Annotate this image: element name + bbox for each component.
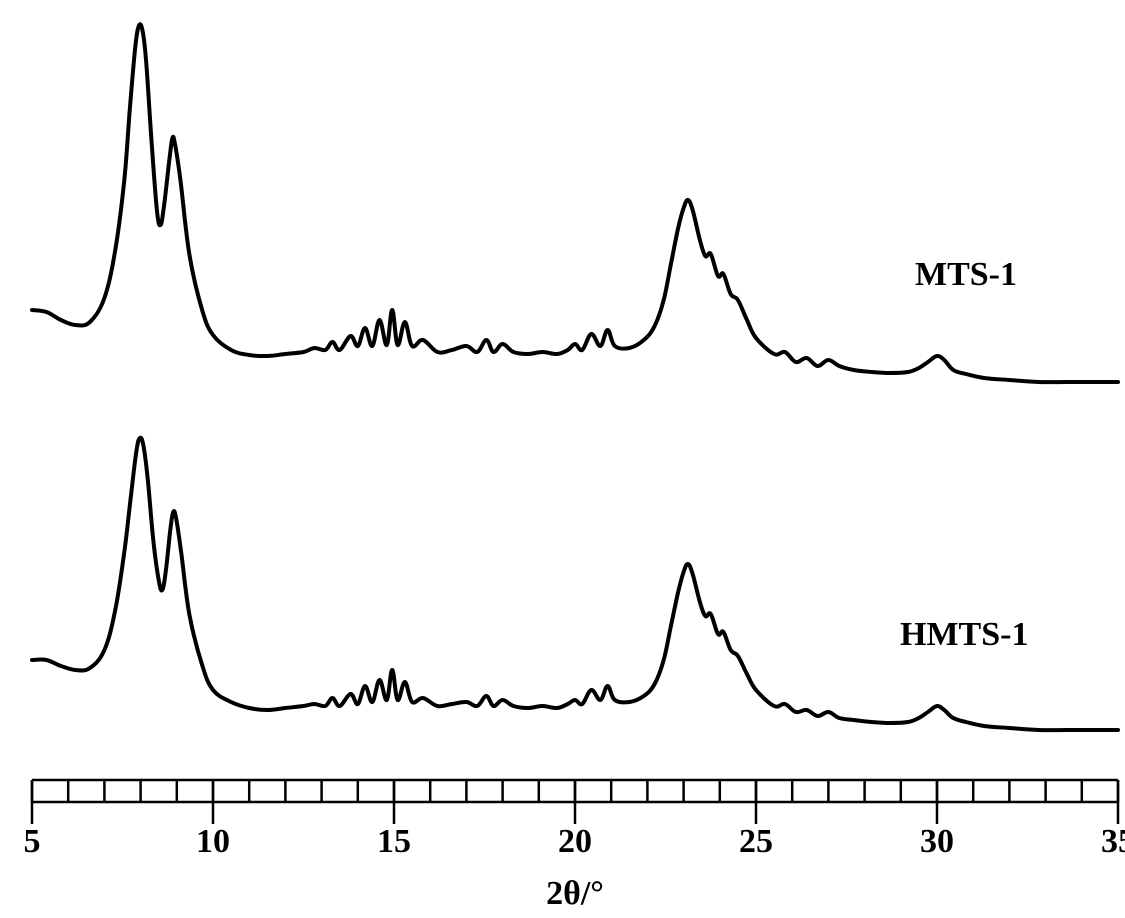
x-axis-label: 2θ/° <box>546 875 604 912</box>
x-tick-label: 5 <box>24 823 41 860</box>
x-tick-label: 30 <box>920 823 954 860</box>
x-tick-label: 10 <box>196 823 230 860</box>
x-tick-label: 35 <box>1101 823 1125 860</box>
x-tick-label: 20 <box>558 823 592 860</box>
series-label-MTS-1: MTS-1 <box>915 256 1017 293</box>
x-tick-label: 15 <box>377 823 411 860</box>
series-label-HMTS-1: HMTS-1 <box>900 616 1028 653</box>
x-tick-label: 25 <box>739 823 773 860</box>
xrd-chart: MTS-1 HMTS-1 5 10 15 20 25 30 35 2θ/° <box>0 0 1125 918</box>
chart-svg: MTS-1 HMTS-1 5 10 15 20 25 30 35 2θ/° <box>0 0 1125 918</box>
